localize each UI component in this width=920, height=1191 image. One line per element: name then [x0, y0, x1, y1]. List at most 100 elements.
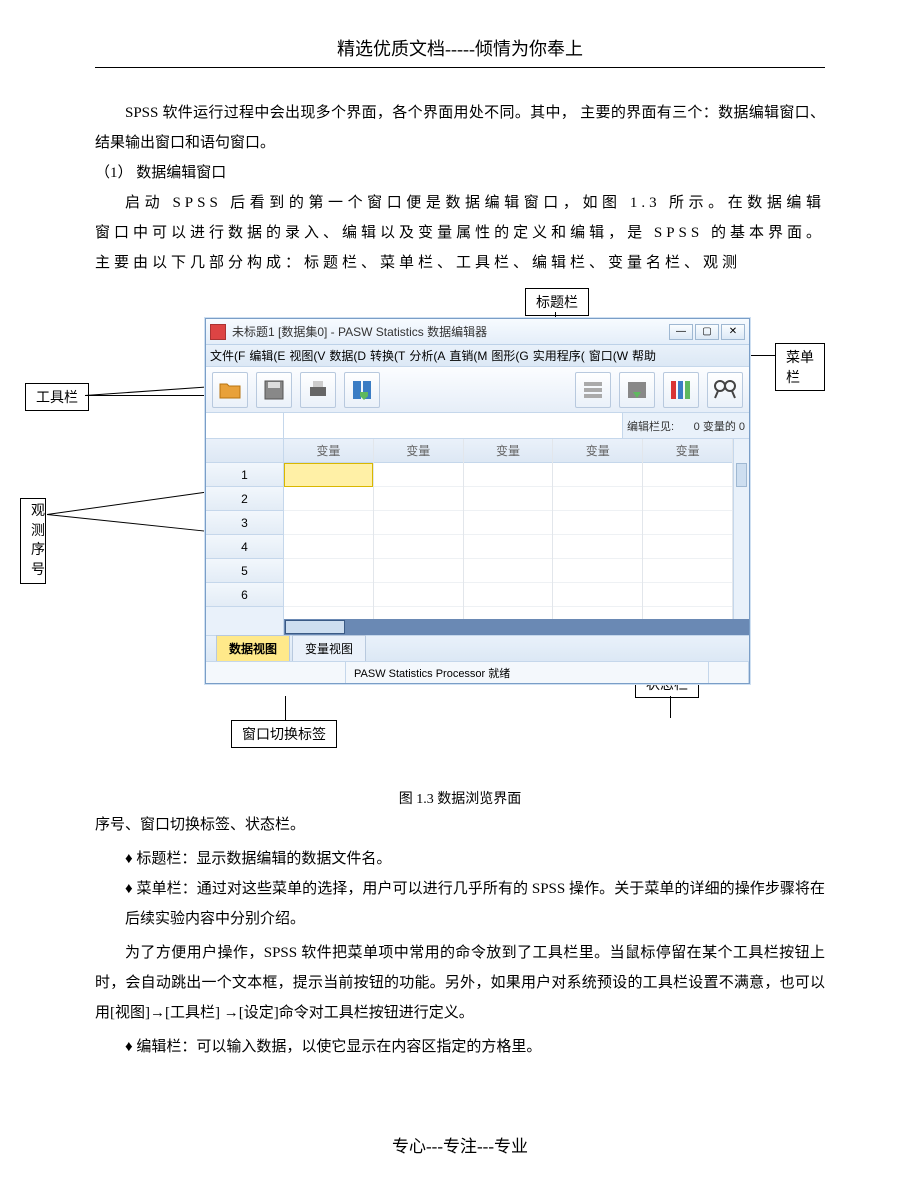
variables-button[interactable] — [619, 372, 655, 408]
cell[interactable] — [284, 535, 373, 559]
cell[interactable] — [643, 583, 732, 607]
row-header[interactable]: 2 — [206, 487, 283, 511]
menubar[interactable]: 文件(F 编辑(E 视图(V 数据(D 转换(T 分析(A 直销(M 图形(G … — [206, 345, 749, 367]
menu-window[interactable]: 窗口(W — [589, 347, 628, 364]
cell[interactable] — [284, 487, 373, 511]
paragraph-3: 启动 SPSS 后看到的第一个窗口便是数据编辑窗口，如图 1.3 所示。在数据编… — [95, 188, 825, 278]
column-header[interactable]: 变量 — [553, 439, 642, 463]
menu-view[interactable]: 视图(V — [289, 347, 325, 364]
callout-line — [751, 355, 775, 356]
save-button[interactable] — [256, 372, 292, 408]
callout-line — [47, 491, 214, 515]
page-header: 精选优质文档-----倾情为你奉上 — [95, 35, 825, 68]
goto-button[interactable] — [575, 372, 611, 408]
cell[interactable] — [464, 511, 553, 535]
data-grid: 1 2 3 4 5 6 变量 变量 — [206, 439, 749, 619]
cell[interactable] — [374, 487, 463, 511]
cell[interactable] — [643, 511, 732, 535]
cell[interactable] — [464, 559, 553, 583]
callout-tool: 工具栏 — [25, 383, 89, 411]
cell[interactable] — [643, 559, 732, 583]
value-labels-button[interactable] — [663, 372, 699, 408]
cell[interactable] — [553, 487, 642, 511]
menu-utilities[interactable]: 实用程序( — [533, 347, 585, 364]
find-button[interactable] — [707, 372, 743, 408]
statusbar: PASW Statistics Processor 就绪 — [206, 661, 749, 683]
cell[interactable] — [553, 559, 642, 583]
titlebar[interactable]: 未标题1 [数据集0] - PASW Statistics 数据编辑器 — ▢ … — [206, 319, 749, 345]
editbar: 编辑栏见: 0 变量的 0 — [206, 413, 749, 439]
cell[interactable] — [374, 511, 463, 535]
paragraph-1: SPSS 软件运行过程中会出现多个界面，各个界面用处不同。其中， 主要的界面有三… — [95, 98, 825, 158]
status-seg — [709, 662, 749, 683]
column-header[interactable]: 变量 — [284, 439, 373, 463]
cell[interactable] — [464, 463, 553, 487]
maximize-button[interactable]: ▢ — [695, 324, 719, 340]
cell[interactable] — [643, 535, 732, 559]
column-header[interactable]: 变量 — [464, 439, 553, 463]
close-button[interactable]: ✕ — [721, 324, 745, 340]
row-header[interactable]: 3 — [206, 511, 283, 535]
cell[interactable] — [553, 535, 642, 559]
row-header[interactable]: 5 — [206, 559, 283, 583]
spss-window: 未标题1 [数据集0] - PASW Statistics 数据编辑器 — ▢ … — [205, 318, 750, 684]
row-numbers: 1 2 3 4 5 6 — [206, 439, 284, 619]
status-seg — [206, 662, 346, 683]
figure-area: 标题栏 菜单栏 工具栏 观测序号 变量名栏 状态栏 窗口切换标签 未标题1 [数… — [95, 288, 825, 778]
cell[interactable] — [464, 583, 553, 607]
cell[interactable] — [553, 583, 642, 607]
cell-selected[interactable] — [284, 463, 373, 487]
row-header[interactable]: 4 — [206, 535, 283, 559]
menu-graphs[interactable]: 图形(G — [491, 347, 528, 364]
edit-field[interactable] — [284, 413, 623, 438]
cell[interactable] — [284, 511, 373, 535]
editbar-right: 0 变量的 0 — [694, 418, 745, 434]
column-header[interactable]: 变量 — [374, 439, 463, 463]
menu-edit[interactable]: 编辑(E — [249, 347, 285, 364]
app-icon — [210, 324, 226, 340]
minimize-button[interactable]: — — [669, 324, 693, 340]
cell-indicator — [206, 413, 284, 438]
cell[interactable] — [643, 463, 732, 487]
menu-file[interactable]: 文件(F — [210, 347, 245, 364]
row-header[interactable]: 1 — [206, 463, 283, 487]
row-header[interactable]: 6 — [206, 583, 283, 607]
scroll-thumb[interactable] — [736, 463, 747, 487]
page-footer: 专心---专注---专业 — [0, 1132, 920, 1157]
corner-cell — [206, 439, 283, 463]
menu-transform[interactable]: 转换(T — [370, 347, 405, 364]
tab-data-view[interactable]: 数据视图 — [216, 635, 290, 661]
cell[interactable] — [553, 511, 642, 535]
window-title: 未标题1 [数据集0] - PASW Statistics 数据编辑器 — [232, 323, 669, 340]
cell[interactable] — [553, 463, 642, 487]
cell[interactable] — [464, 487, 553, 511]
menu-help[interactable]: 帮助 — [632, 347, 656, 364]
h-scrollbar[interactable] — [206, 619, 749, 635]
tab-variable-view[interactable]: 变量视图 — [292, 635, 366, 661]
cell[interactable] — [374, 463, 463, 487]
cell[interactable] — [374, 583, 463, 607]
cell[interactable] — [284, 559, 373, 583]
callout-title: 标题栏 — [525, 288, 589, 316]
scroll-thumb[interactable] — [285, 620, 345, 634]
paragraph-5: 为了方便用户操作，SPSS 软件把菜单项中常用的命令放到了工具栏里。当鼠标停留在… — [95, 938, 825, 1028]
figure-caption: 图 1.3 数据浏览界面 — [95, 788, 825, 808]
column-header[interactable]: 变量 — [643, 439, 732, 463]
menu-direct[interactable]: 直销(M — [449, 347, 487, 364]
hscroll-spacer — [206, 619, 284, 635]
cell[interactable] — [374, 559, 463, 583]
menu-data[interactable]: 数据(D — [329, 347, 366, 364]
cell[interactable] — [374, 535, 463, 559]
print-button[interactable] — [300, 372, 336, 408]
cell[interactable] — [284, 583, 373, 607]
menu-analyze[interactable]: 分析(A — [409, 347, 445, 364]
callout-line — [85, 395, 215, 396]
dialog-recall-button[interactable] — [344, 372, 380, 408]
open-button[interactable] — [212, 372, 248, 408]
status-text: PASW Statistics Processor 就绪 — [346, 662, 709, 683]
cell[interactable] — [464, 535, 553, 559]
toolbar — [206, 367, 749, 413]
callout-line — [47, 514, 214, 533]
cell[interactable] — [643, 487, 732, 511]
v-scrollbar[interactable] — [733, 439, 749, 619]
